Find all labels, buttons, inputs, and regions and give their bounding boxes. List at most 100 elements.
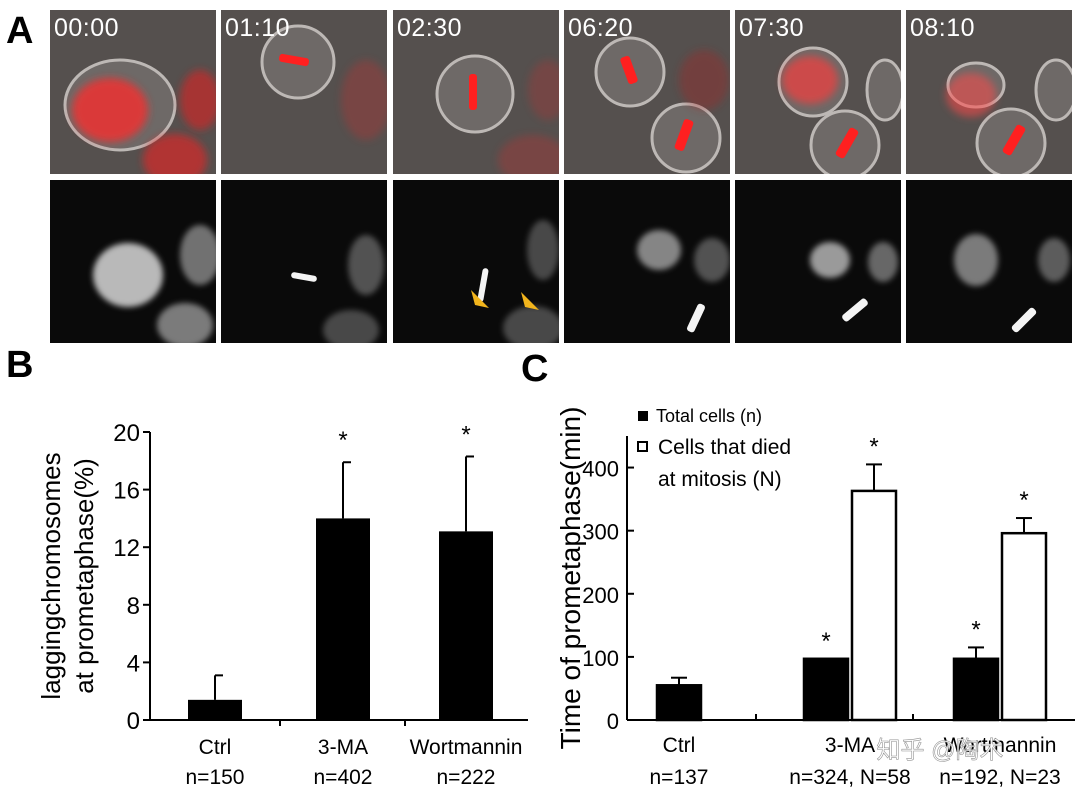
x-sample-size-label: n=192, N=23 xyxy=(939,766,1060,789)
significance-mark: * xyxy=(1019,487,1028,514)
x-tick-label: 3-MA xyxy=(318,736,368,759)
chromatin-blob xyxy=(528,60,559,120)
x-sample-size-label: n=402 xyxy=(314,766,373,789)
significance-mark: * xyxy=(869,433,878,460)
chromatin-blob xyxy=(72,78,148,142)
bar-total-cells xyxy=(655,684,703,722)
merged-frame-2: 01:10 xyxy=(221,10,387,174)
x-sample-size-label: n=137 xyxy=(650,766,709,789)
x-sample-size-label: n=222 xyxy=(437,766,496,789)
bar-cells-died xyxy=(850,489,898,722)
significance-mark: * xyxy=(821,628,830,655)
merged-frame-1: 00:00 xyxy=(50,10,216,174)
y-tick-label: 200 xyxy=(582,583,619,608)
y-axis-label: Time of prometaphase(min) xyxy=(555,407,586,750)
nucleus-glow xyxy=(694,238,730,282)
significance-mark: * xyxy=(461,421,470,448)
x-tick-label: Ctrl xyxy=(199,736,232,759)
bar-cells-died xyxy=(1000,531,1048,722)
chromosome-plate xyxy=(477,268,489,302)
chromosome-frame-4 xyxy=(564,180,730,343)
significance-mark: * xyxy=(971,616,980,643)
nucleus-glow xyxy=(348,235,384,295)
chromatin-blob xyxy=(143,134,207,174)
x-tick-label: Wortmannin xyxy=(944,734,1057,757)
arrowhead-icon xyxy=(471,290,489,308)
timestamp-label: 02:30 xyxy=(397,14,463,42)
cell-outline xyxy=(865,58,901,122)
y-tick-label: 4 xyxy=(127,650,140,677)
y-tick-label: 0 xyxy=(127,708,140,735)
y-tick-label: 12 xyxy=(113,535,140,562)
nucleus-glow xyxy=(180,225,216,285)
legend-label-total: Total cells (n) xyxy=(656,406,762,426)
chromatin-blob xyxy=(679,50,729,110)
nucleus-glow xyxy=(637,230,681,270)
legend-swatch-died xyxy=(637,441,648,452)
chromosome-frame-1 xyxy=(50,180,216,343)
chromosome-plate xyxy=(291,272,317,282)
chromatin-blob xyxy=(782,56,838,104)
merged-frame-6: 08:10 xyxy=(906,10,1072,174)
merged-frame-5: 07:30 xyxy=(735,10,901,174)
bar xyxy=(188,699,242,720)
chromosome-frame-5 xyxy=(735,180,901,343)
timestamp-label: 00:00 xyxy=(54,14,120,42)
watermark-text: 知乎 @陶术 xyxy=(876,737,1003,764)
x-tick-label: Wortmannin xyxy=(410,736,523,759)
nucleus-glow xyxy=(93,243,163,307)
nucleus-glow xyxy=(527,220,559,280)
merged-frame-4: 06:20 xyxy=(564,10,730,174)
nucleus-glow xyxy=(954,234,998,286)
x-sample-size-label: n=324, N=58 xyxy=(789,766,910,789)
chromosome-plate xyxy=(842,298,868,322)
timestamp-label: 06:20 xyxy=(568,14,634,42)
chart-b: 0 4 8 12 16 20 Ctrl n=150 * 3-MA n=402 * Wortmannin n… xyxy=(36,420,528,789)
bar-total-cells xyxy=(952,657,1000,722)
bar-total-cells xyxy=(802,657,850,722)
metaphase-plate xyxy=(620,55,638,85)
panel-letter-a: A xyxy=(6,10,34,52)
x-tick-label: Ctrl xyxy=(663,734,696,757)
chromatin-blob xyxy=(946,73,996,117)
nucleus-glow xyxy=(1038,238,1070,282)
panel-letter-b: B xyxy=(6,344,34,386)
cell-outline xyxy=(1034,58,1072,122)
nucleus-glow xyxy=(503,306,559,343)
legend-swatch-total xyxy=(638,411,648,421)
chromosome-plate xyxy=(1011,307,1037,333)
metaphase-plate xyxy=(1002,124,1026,156)
chromosome-frame-2 xyxy=(221,180,387,343)
metaphase-plate xyxy=(674,119,694,151)
metaphase-plate xyxy=(279,53,309,67)
panel-a-microscopy-grid: 00:00 01:10 02:30 06:20 07:30 08:10 xyxy=(0,0,1080,345)
metaphase-plate xyxy=(469,74,477,110)
x-sample-size-label: n=150 xyxy=(186,766,245,789)
nucleus-glow xyxy=(323,310,379,343)
nucleus-glow xyxy=(157,303,213,343)
y-tick-label: 300 xyxy=(582,520,619,545)
arrowhead-icon xyxy=(521,292,539,310)
bar xyxy=(439,531,493,720)
nucleus-glow xyxy=(868,242,898,282)
legend-label-died: at mitosis (N) xyxy=(658,468,782,491)
metaphase-plate xyxy=(835,127,859,159)
timestamp-label: 08:10 xyxy=(910,14,976,42)
chromatin-blob xyxy=(341,60,387,140)
chart-c: 0 100 200 300 400 * * * * Ctrl n=137 3-MA n=324, N=5… xyxy=(555,406,1075,789)
timestamp-label: 07:30 xyxy=(739,14,805,42)
timestamp-label: 01:10 xyxy=(225,14,291,42)
chromosome-frame-6 xyxy=(906,180,1072,343)
legend-label-died: Cells that died xyxy=(658,436,791,459)
chromosome-frame-3 xyxy=(393,180,559,343)
y-tick-label: 8 xyxy=(127,593,140,620)
merged-frame-3: 02:30 xyxy=(393,10,559,174)
y-tick-label: 0 xyxy=(607,709,619,734)
x-tick-label: 3-MA xyxy=(825,734,875,757)
y-tick-label: 400 xyxy=(582,457,619,482)
nucleus-glow xyxy=(810,242,850,278)
y-tick-label: 100 xyxy=(582,646,619,671)
y-axis-label: laggingchromosomes xyxy=(36,452,66,699)
y-tick-label: 20 xyxy=(113,420,140,447)
significance-mark: * xyxy=(338,427,347,454)
